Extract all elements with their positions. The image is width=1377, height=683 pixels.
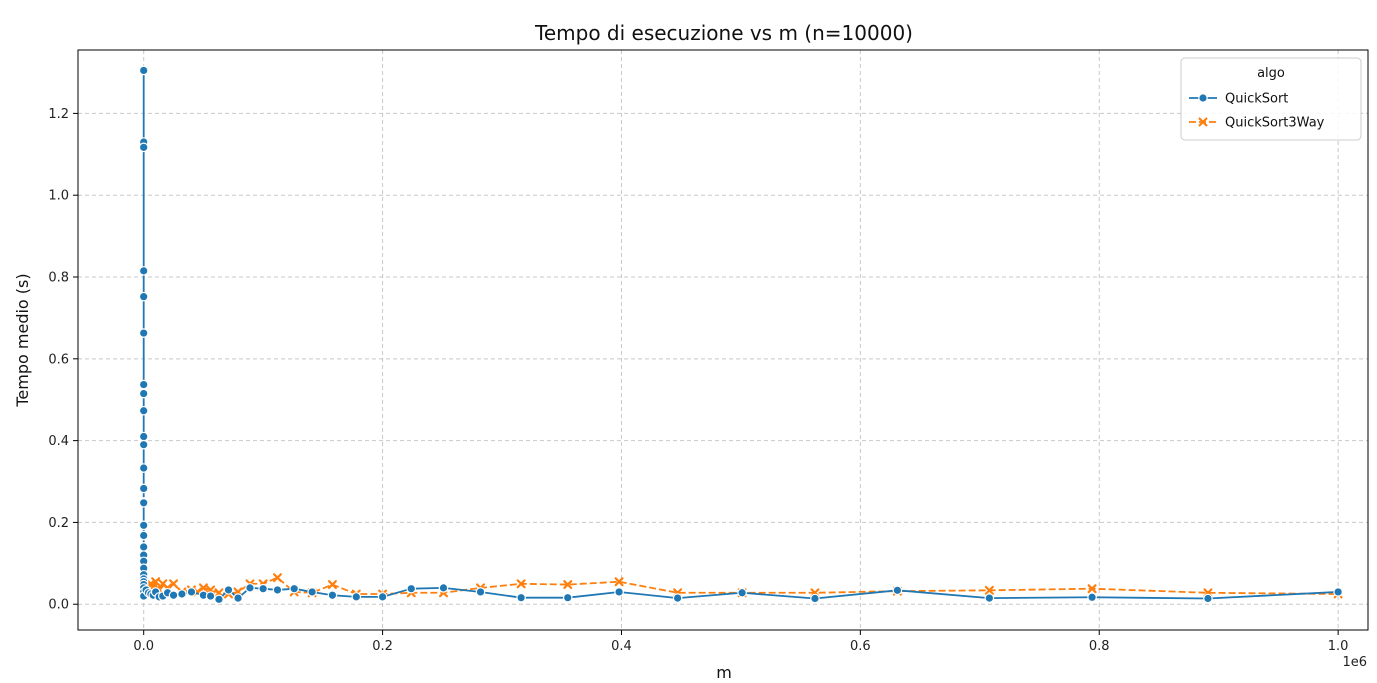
legend-marker <box>1198 117 1208 127</box>
data-point <box>138 439 149 450</box>
data-point <box>984 593 995 603</box>
data-point <box>272 573 282 583</box>
data-point <box>289 583 299 594</box>
chart-title: Tempo di esecuzione vs m (n=10000) <box>534 21 913 45</box>
data-point <box>258 583 268 594</box>
legend-label: QuickSort <box>1225 92 1288 107</box>
legend-item: QuickSort <box>1189 92 1288 107</box>
data-point <box>614 577 624 587</box>
data-point <box>672 593 683 603</box>
y-tick-label: 0.0 <box>48 598 69 613</box>
x-axis-offset-label: 1e6 <box>1342 655 1367 670</box>
data-point <box>138 431 149 442</box>
y-tick-label: 0.6 <box>48 352 69 367</box>
data-point <box>810 593 820 604</box>
y-axis-label: Tempo medio (s) <box>13 273 32 407</box>
legend-item: QuickSort3Way <box>1189 116 1325 131</box>
data-point <box>168 590 179 601</box>
data-point <box>614 587 624 597</box>
series-quicksort <box>138 65 1343 605</box>
data-point <box>138 497 149 508</box>
legend-label: QuickSort3Way <box>1225 116 1325 131</box>
data-point <box>151 577 161 587</box>
data-point <box>138 379 149 390</box>
legend-marker <box>1198 93 1208 103</box>
x-tick-label: 0.6 <box>850 639 871 654</box>
data-point <box>892 585 903 596</box>
axis-ticks: 0.0 0.2 0.4 0.6 0.8 1.0 0.0 0.2 0.4 0.6 0.8 1.0 1.2 <box>48 107 1348 654</box>
data-point <box>1087 592 1097 603</box>
data-point <box>138 388 149 399</box>
y-tick-label: 0.8 <box>48 271 69 286</box>
data-point <box>406 583 417 594</box>
data-point <box>377 592 388 602</box>
data-point <box>1087 584 1097 594</box>
data-point <box>138 142 149 153</box>
data-point <box>138 291 149 302</box>
x-tick-label: 0.2 <box>372 639 393 654</box>
data-point <box>223 585 234 595</box>
data-point <box>327 590 338 601</box>
data-point <box>245 583 255 593</box>
x-axis-label: m <box>716 663 732 682</box>
data-point <box>138 542 149 552</box>
data-point <box>138 463 149 473</box>
y-tick-label: 1.0 <box>48 189 69 204</box>
data-point <box>984 585 994 595</box>
data-point <box>138 520 149 531</box>
plot-frame <box>77 49 1369 631</box>
data-point <box>169 579 179 589</box>
data-point <box>214 594 224 605</box>
data-point <box>138 483 149 494</box>
data-point <box>138 328 149 338</box>
data-point <box>563 580 573 590</box>
legend-box <box>1180 57 1362 141</box>
data-point <box>1333 587 1343 597</box>
data-point <box>475 587 486 597</box>
y-tick-label: 0.2 <box>48 516 69 531</box>
plot-series <box>138 65 1343 605</box>
x-tick-label: 0.0 <box>133 639 154 654</box>
data-point <box>516 579 526 589</box>
grid <box>78 50 1368 630</box>
data-point <box>562 592 573 603</box>
data-point <box>516 592 526 603</box>
data-point <box>177 589 187 599</box>
data-point <box>233 593 243 603</box>
x-tick-label: 0.8 <box>1089 639 1110 654</box>
data-point <box>438 583 449 593</box>
data-point <box>272 585 283 595</box>
series-line <box>142 576 1339 595</box>
legend: algo QuickSort QuickSort3Way <box>1180 57 1362 141</box>
data-point <box>205 591 216 601</box>
data-point <box>327 580 337 590</box>
data-point <box>351 592 362 602</box>
data-point <box>138 266 149 276</box>
legend-title: algo <box>1257 66 1285 81</box>
data-point <box>138 530 149 541</box>
data-point <box>138 65 149 76</box>
y-tick-label: 0.4 <box>48 434 69 449</box>
data-point <box>1203 593 1213 604</box>
x-tick-label: 0.4 <box>611 639 632 654</box>
y-tick-label: 1.2 <box>48 107 69 122</box>
data-point <box>198 583 208 593</box>
data-point <box>307 587 317 597</box>
data-point <box>138 405 149 416</box>
data-point <box>737 587 747 598</box>
data-point <box>214 588 224 598</box>
x-tick-label: 1.0 <box>1328 639 1349 654</box>
data-point <box>186 587 197 597</box>
